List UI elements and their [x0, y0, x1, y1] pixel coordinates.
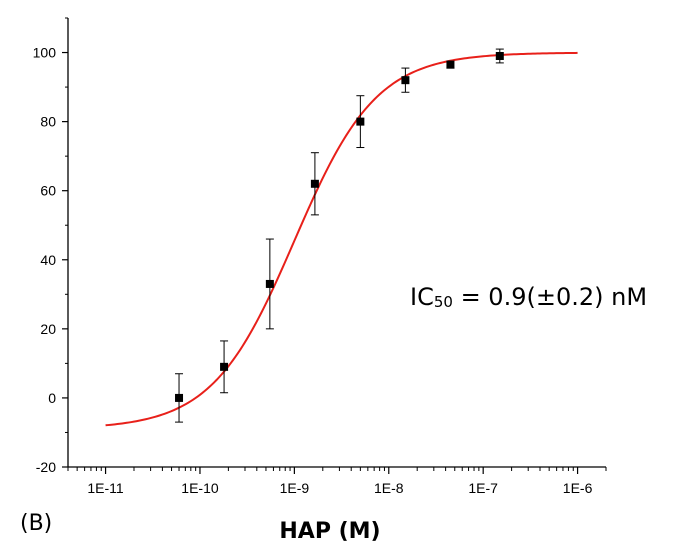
ic50-suffix: = 0.9(±0.2) nM — [453, 283, 647, 311]
data-point — [175, 393, 184, 402]
x-tick-label: 1E-8 — [374, 480, 404, 496]
y-tick-label: 40 — [40, 252, 56, 268]
data-point — [310, 179, 319, 188]
y-tick-label: 0 — [48, 390, 56, 406]
data-points-layer — [175, 48, 504, 423]
y-tick-label: 60 — [40, 183, 56, 199]
fit-curve — [105, 51, 578, 427]
data-point — [446, 60, 455, 69]
y-tick-label: 100 — [33, 45, 57, 61]
x-tick-label: 1E-6 — [563, 480, 593, 496]
panel-label: (B) — [20, 511, 52, 536]
data-point — [401, 76, 410, 85]
data-point — [495, 51, 504, 60]
y-tick-label: -20 — [36, 459, 56, 475]
ic50-subscript: 50 — [434, 293, 453, 311]
x-axis-title: HAP (M) — [279, 519, 380, 544]
data-point — [356, 117, 365, 126]
data-point — [265, 279, 274, 288]
labels-layer: (B) HAP (M) IC50 = 0.9(±0.2) nM — [20, 283, 647, 544]
axes: -20 0 20 40 60 80 100 1E-11 1E-10 1E-9 1E-8 1E-7 1E-… — [33, 17, 607, 496]
x-tick-label: 1E-10 — [181, 480, 219, 496]
data-point — [220, 362, 229, 371]
x-tick-label: 1E-7 — [468, 480, 498, 496]
ic50-prefix: IC — [410, 283, 434, 311]
y-tick-label: 20 — [40, 321, 56, 337]
y-tick-label: 80 — [40, 114, 56, 130]
x-tick-label: 1E-11 — [87, 480, 124, 496]
fit-curve-layer — [105, 51, 578, 427]
x-tick-label: 1E-9 — [280, 480, 310, 496]
ic50-annotation: IC50 = 0.9(±0.2) nM — [410, 283, 647, 311]
